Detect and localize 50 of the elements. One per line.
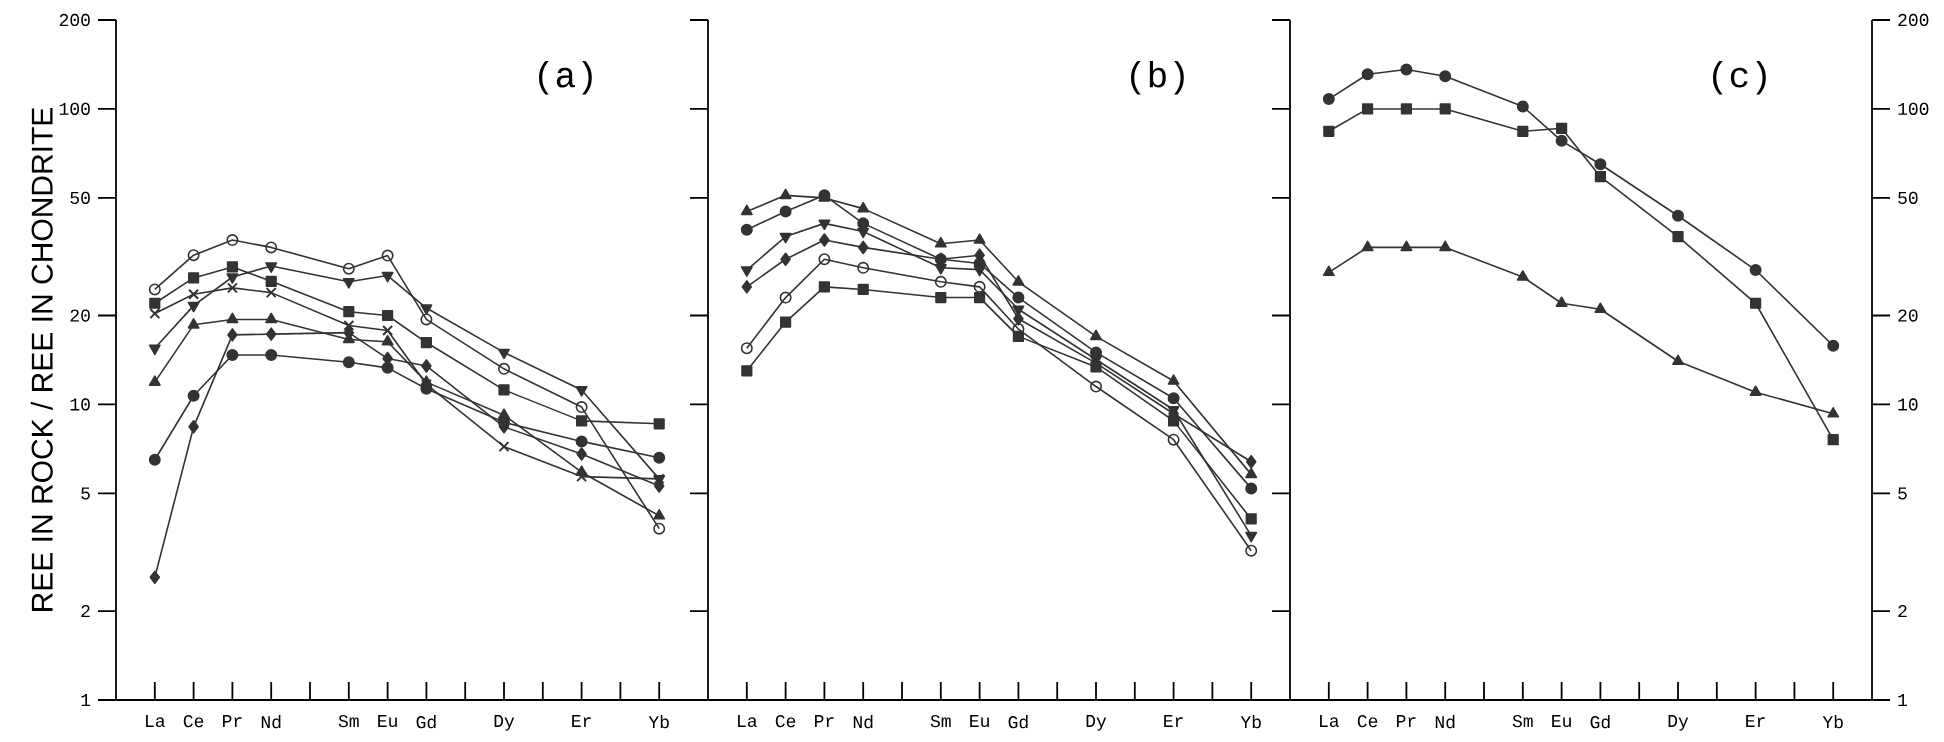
x-tick-label: Dy	[1086, 715, 1107, 731]
x-tick-label: La	[146, 715, 165, 728]
x-tick-label: Nd	[853, 715, 873, 729]
text: (c)	[1713, 61, 1766, 95]
y-tick-label: 100	[1898, 102, 1929, 116]
x-tick-label: Pr	[1397, 715, 1416, 727]
y-tick-label: 50	[70, 191, 90, 205]
y-tick-label: 2	[81, 605, 90, 618]
x-tick-label: Eu	[970, 715, 989, 728]
x-tick-label: Er	[1164, 715, 1183, 727]
y-tick-label: 20	[1898, 309, 1918, 322]
text: (a)	[539, 61, 592, 95]
x-tick-label: Dy	[494, 715, 515, 731]
x-tick-label: Yb	[1822, 715, 1843, 729]
y-tick-label: 5	[1898, 487, 1907, 500]
x-tick-label: Ce	[775, 715, 796, 728]
x-tick-label: Eu	[378, 715, 397, 728]
x-tick-label: Gd	[1590, 715, 1610, 729]
y-tick-label: 200	[1898, 13, 1929, 27]
x-tick-label: Gd	[1008, 715, 1028, 729]
x-tick-label: Er	[572, 715, 591, 727]
y-tick-label: 1	[81, 694, 91, 706]
x-tick-label: Yb	[1240, 715, 1261, 729]
x-tick-label: Sm	[1512, 715, 1533, 728]
y-tick-label: 100	[59, 102, 90, 116]
x-tick-label: Ce	[1357, 715, 1378, 728]
x-tick-label: Pr	[223, 715, 242, 727]
x-tick-label: Sm	[338, 715, 359, 728]
y-axis-title: REE IN ROCK / REE IN CHONDRITE	[30, 107, 53, 611]
y-tick-label: 2	[1898, 605, 1907, 618]
y-tick-label: 5	[81, 487, 90, 500]
x-tick-label: Sm	[930, 715, 951, 728]
x-tick-label: Dy	[1668, 715, 1689, 731]
x-tick-label: Eu	[1552, 715, 1571, 728]
y-tick-label: 50	[1898, 191, 1918, 205]
x-tick-label: Yb	[648, 715, 669, 729]
y-tick-label: 20	[70, 309, 90, 322]
x-tick-label: Ce	[183, 715, 204, 728]
y-tick-label: 10	[1898, 398, 1918, 411]
y-tick-label: 200	[59, 13, 90, 27]
y-tick-label: 1	[1898, 694, 1908, 706]
x-tick-label: La	[738, 715, 757, 728]
x-tick-label: La	[1320, 715, 1340, 728]
y-tick-label: 10	[70, 398, 90, 411]
x-tick-label: Er	[1746, 715, 1765, 727]
x-tick-label: Nd	[261, 715, 281, 729]
x-tick-label: Gd	[416, 715, 436, 729]
text: (b)	[1131, 61, 1184, 95]
x-tick-label: Pr	[815, 715, 834, 727]
x-tick-label: Nd	[1435, 715, 1455, 729]
